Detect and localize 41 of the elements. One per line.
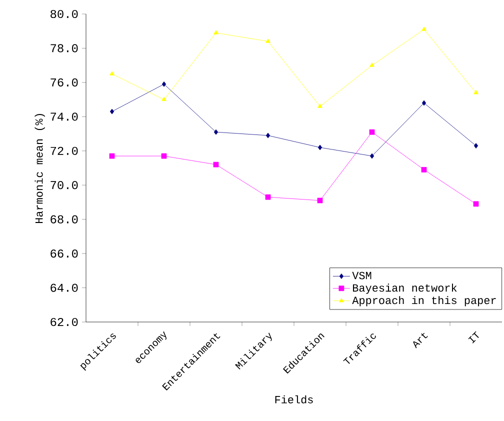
y-tick-label: 72.0 bbox=[50, 146, 78, 155]
point bbox=[369, 129, 375, 135]
point bbox=[214, 129, 218, 135]
point bbox=[473, 201, 479, 207]
y-tick-label: 64.0 bbox=[50, 284, 78, 292]
point bbox=[318, 104, 322, 108]
point bbox=[422, 100, 426, 106]
legend-label: Approach in this paper bbox=[352, 296, 496, 306]
point bbox=[213, 162, 219, 168]
point bbox=[474, 143, 478, 148]
x-axis-title: Fields bbox=[275, 395, 313, 404]
y-tick-label: 78.0 bbox=[50, 44, 78, 52]
y-tick-label: 62.0 bbox=[50, 318, 78, 326]
y-tick-label: 68.0 bbox=[50, 215, 78, 224]
y-tick-label: 66.0 bbox=[50, 249, 78, 258]
y-tick-label: 74.0 bbox=[50, 112, 78, 121]
point bbox=[266, 132, 270, 138]
point bbox=[474, 90, 478, 94]
point bbox=[162, 96, 166, 102]
point bbox=[109, 153, 115, 159]
legend-label: Bayesian network bbox=[352, 284, 457, 294]
point bbox=[370, 62, 374, 67]
point bbox=[110, 71, 114, 76]
x-tick-label: Art bbox=[413, 332, 428, 348]
y-tick-label: 76.0 bbox=[50, 78, 78, 86]
legend-label: VSM bbox=[352, 272, 372, 280]
y-axis-title: Harmonic mean (%) bbox=[34, 114, 45, 224]
point bbox=[265, 194, 271, 200]
x-tick-label: IT bbox=[468, 331, 479, 344]
point bbox=[318, 144, 322, 150]
point bbox=[317, 198, 323, 204]
point bbox=[162, 81, 166, 87]
point bbox=[110, 108, 114, 114]
point bbox=[214, 30, 218, 34]
point bbox=[370, 153, 374, 159]
point bbox=[161, 153, 167, 159]
point bbox=[421, 167, 427, 172]
point bbox=[422, 26, 426, 31]
y-tick-label: 80.0 bbox=[50, 10, 78, 18]
y-tick-label: 70.0 bbox=[50, 181, 78, 190]
point bbox=[266, 38, 270, 43]
